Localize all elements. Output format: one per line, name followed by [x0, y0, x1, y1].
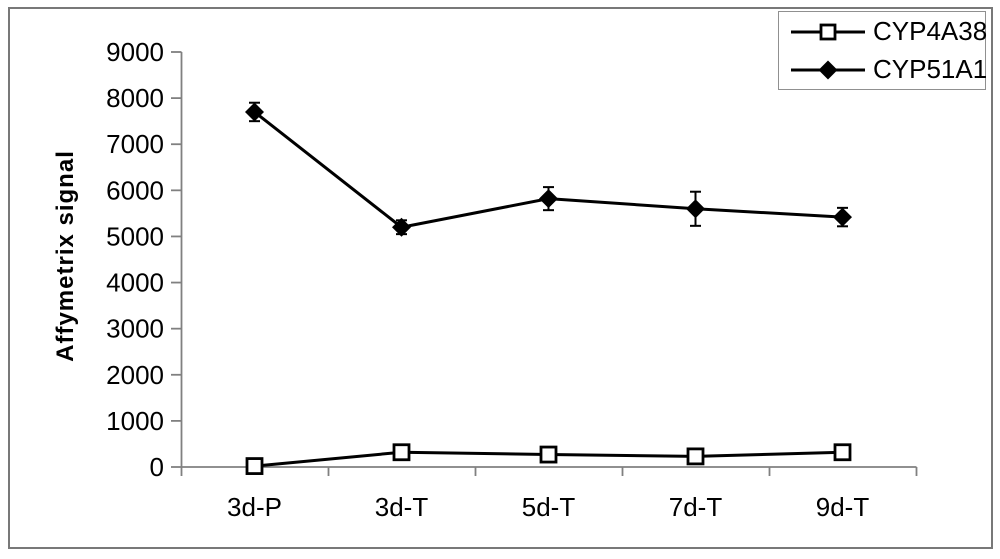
filled-diamond-marker-icon	[791, 60, 865, 79]
y-tick-label: 5000	[106, 221, 164, 251]
x-category-label: 5d-T	[522, 492, 576, 522]
data-point-marker	[392, 217, 411, 237]
legend: CYP4A38 CYP51A1	[778, 11, 988, 90]
legend-label: CYP51A1	[873, 54, 988, 84]
data-point-marker	[686, 199, 705, 219]
data-point-marker	[245, 102, 264, 122]
y-tick-label: 7000	[106, 129, 164, 159]
data-point-marker	[833, 207, 852, 227]
y-tick-label: 8000	[106, 83, 164, 113]
x-category-label: 3d-P	[227, 492, 282, 522]
data-point-marker	[539, 189, 558, 209]
data-point-marker	[245, 457, 264, 475]
x-category-label: 3d-T	[375, 492, 429, 522]
legend-label: CYP4A38	[873, 16, 988, 46]
legend-entry-cyp51a1: CYP51A1	[779, 51, 988, 89]
y-tick-label: 6000	[106, 175, 164, 205]
y-tick-label: 3000	[106, 314, 164, 344]
y-tick-label: 9000	[106, 37, 164, 67]
y-tick-label: 1000	[106, 406, 164, 436]
x-category-label: 7d-T	[669, 492, 723, 522]
data-point-marker	[392, 443, 411, 462]
open-square-marker-icon	[791, 23, 865, 40]
x-category-label: 9d-T	[816, 492, 870, 522]
y-tick-label: 2000	[106, 360, 164, 390]
y-axis-title: Affymetrix signal	[52, 150, 79, 362]
y-tick-label: 4000	[106, 268, 164, 298]
y-tick-label: 0	[150, 452, 164, 482]
data-point-marker	[833, 443, 852, 462]
legend-entry-cyp4a38: CYP4A38	[779, 13, 988, 51]
data-point-marker	[539, 445, 558, 464]
data-point-marker	[686, 447, 705, 466]
